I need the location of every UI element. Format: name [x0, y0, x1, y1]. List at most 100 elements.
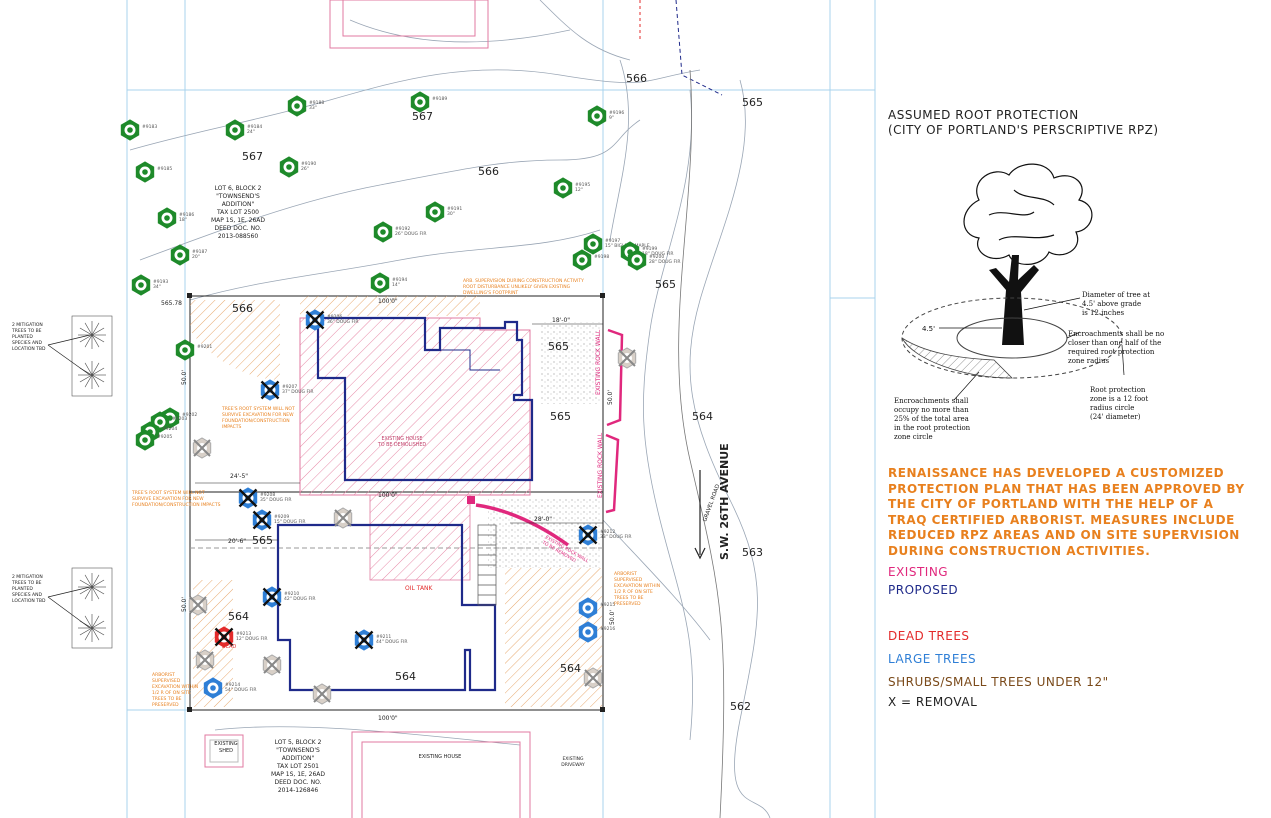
- note-arborist-right-line-6: PRESERVED: [614, 601, 641, 607]
- label-existing-house-bottom: EXISTING HOUSE: [419, 754, 462, 760]
- tree-tag: #9199: [642, 246, 657, 252]
- note-arborist-right-line-1: ARBORIST: [614, 571, 637, 577]
- tree-3: #9185: [135, 161, 172, 183]
- contour-565-right: 565: [655, 278, 676, 291]
- tree-33: #9215: [578, 597, 615, 619]
- note-arborist-left-line-5: TREES TO BE: [151, 696, 182, 702]
- tree-desc: 42" DOUG FIR: [284, 596, 316, 602]
- rock-wall-removed: [475, 503, 570, 547]
- label-existing-rock-wall-a: EXISTING ROCK WALL: [595, 329, 602, 395]
- dashed-boundary: [675, 0, 723, 96]
- contour-562: 562: [730, 700, 751, 713]
- shrub-removal-2: [192, 437, 212, 459]
- rpz-leaders: [953, 297, 1125, 401]
- note-supervision-line-3: DWELLING'S FOOTPRINT: [463, 290, 518, 296]
- tree-tag: #9189: [432, 96, 447, 102]
- tree-tag: #9209: [274, 514, 289, 520]
- lot-corner-nw: [187, 293, 192, 298]
- contour-567-a: 567: [412, 110, 433, 123]
- tree-tag: #9188: [309, 100, 324, 106]
- tree-tag: #9204: [162, 426, 177, 432]
- dim-side-b: 50.0': [181, 597, 188, 612]
- road-arrow: [694, 470, 706, 560]
- legend-removal: X = REMOVAL: [888, 695, 978, 709]
- shrub-removal-8: [583, 667, 603, 689]
- tree-tag: #9210: [284, 591, 299, 597]
- lot6-line-4: TAX LOT 2500: [216, 209, 259, 216]
- note-supervision-line-2: ROOT DISTURBANCE UNLIKELY GIVEN EXISTING: [463, 284, 571, 290]
- rpz-hatch-left: [190, 300, 280, 380]
- tree-tag: #9208: [260, 492, 275, 498]
- tree-desc: 14": [392, 282, 400, 288]
- tree-desc: 9": [609, 115, 614, 121]
- rpz-diameter-line-1: Diameter of tree at: [1082, 291, 1150, 299]
- contour-565-house-a: 565: [548, 340, 569, 353]
- tree-desc: 12" DOUG FIR: [236, 636, 268, 642]
- neighbor-buildings-bottom: [204, 731, 531, 818]
- legend-shrubs: SHRUBS/SMALL TREES UNDER 12": [888, 675, 1109, 689]
- tree-tag: #9207: [282, 384, 297, 390]
- rpz-occupy-line-5: zone circle: [894, 433, 933, 441]
- note-roots-b-line-2: SURVIVE EXCAVATION FOR NEW: [132, 496, 204, 502]
- lot6-line-3: ADDITION": [222, 201, 255, 208]
- rpz-zone-line-3: radius circle: [1090, 404, 1134, 412]
- tree-tag: #9202: [182, 412, 197, 418]
- tree-23: #9205: [135, 429, 172, 451]
- existing-house-demo-label-1: EXISTING HOUSE: [382, 436, 423, 442]
- tree-tag: #9187: [192, 249, 207, 255]
- note-arborist-left-line-4: 1/2 R OF ON SITE: [152, 690, 191, 696]
- contour-566-lot: 566: [232, 302, 253, 315]
- tree-desc: 15" DOUG FIR: [274, 519, 306, 525]
- note-roots-a-line-2: SURVIVE EXCAVATION FOR NEW: [222, 412, 294, 418]
- trees-layer: #9183 #918424"#9185#918618"#918720"#91883…: [120, 91, 681, 705]
- rpz-encroach-line-1: Encroachments shall be no: [1068, 330, 1164, 338]
- rpz-occupy-line-1: Encroachments shall: [894, 397, 969, 405]
- lot5-line-3: ADDITION": [282, 755, 315, 762]
- contour-labels: 566 567 567 566 565 565 566 565 565 564 …: [228, 72, 763, 713]
- contour-566-mid: 566: [478, 165, 499, 178]
- protection-plan-note: RENAISSANCE HAS DEVELOPED A CUSTOMIZED P…: [888, 466, 1245, 558]
- gravel-road-edge: [678, 69, 725, 818]
- contour-563: 563: [742, 546, 763, 559]
- stairs: [477, 524, 497, 606]
- rpz-encroachment-hatch: [901, 337, 1013, 379]
- tree-34: #9216: [578, 621, 615, 643]
- rpz-encroach-line-2: closer than one half of the: [1068, 339, 1161, 347]
- legend-existing: EXISTING: [888, 565, 949, 579]
- tree-tag: #9183: [142, 124, 157, 130]
- mitigation-tree-3: [78, 573, 106, 601]
- mitigation-tree-1: [78, 321, 106, 349]
- lot-corner-ne: [600, 293, 605, 298]
- note-arborist-right-line-5: TREES TO BE: [613, 595, 644, 601]
- tree-tag: #9206: [327, 314, 342, 320]
- dimension-lines: [195, 323, 603, 541]
- tree-19: #9201: [175, 339, 212, 361]
- lot6-line-2: "TOWNSEND'S: [216, 193, 260, 200]
- mitigation-a-line-4: SPECIES AND: [12, 340, 42, 346]
- tree-tag: #9201: [197, 344, 212, 350]
- note-roots-a-line-3: FOUNDATION/CONSTRUCTION: [222, 418, 290, 424]
- mitigation-stars: [78, 321, 106, 642]
- dim-setback-20: 20'-6": [228, 538, 246, 545]
- note-arborist-left-line-6: PRESERVED: [152, 702, 179, 708]
- shrub-removal-1: [617, 347, 637, 369]
- mitigation-b-line-4: SPECIES AND: [12, 592, 42, 598]
- lot5-line-7: 2014-126846: [278, 787, 319, 794]
- lot5-line-2: "TOWNSEND'S: [276, 747, 320, 754]
- tree-tag: #9213: [236, 631, 251, 637]
- note-roots-a-line-4: IMPACTS: [222, 424, 242, 430]
